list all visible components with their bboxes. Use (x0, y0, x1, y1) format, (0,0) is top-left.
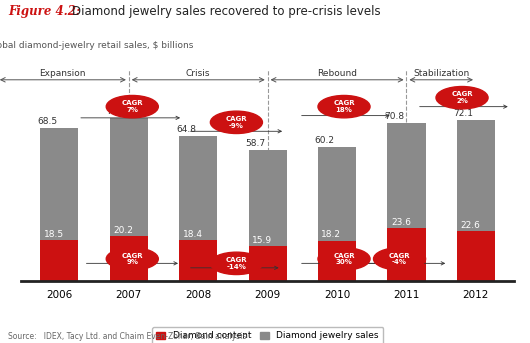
Bar (387, 123, 426, 228)
Text: CAGR
-4%: CAGR -4% (388, 253, 410, 265)
Bar (318, 240, 356, 281)
Bar (40, 128, 78, 240)
Legend: Diamond content, Diamond jewelry sales: Diamond content, Diamond jewelry sales (152, 327, 383, 343)
Bar (179, 240, 217, 281)
Ellipse shape (436, 86, 488, 109)
Text: CAGR
2%: CAGR 2% (451, 92, 473, 104)
Text: CAGR
30%: CAGR 30% (333, 253, 355, 265)
Bar (249, 150, 287, 246)
Text: CAGR
9%: CAGR 9% (121, 253, 143, 265)
Text: Rebound: Rebound (317, 69, 357, 78)
Text: Source:   IDEX, Tacy Ltd. and Chaim Even-Zohar; Bain analysis: Source: IDEX, Tacy Ltd. and Chaim Even-Z… (8, 332, 246, 341)
Text: Stabilization: Stabilization (413, 69, 470, 78)
Ellipse shape (318, 248, 370, 270)
Text: 60.2: 60.2 (315, 136, 335, 145)
Text: 68.5: 68.5 (37, 117, 57, 126)
Bar (110, 236, 148, 281)
Text: 72.1: 72.1 (454, 109, 474, 118)
Text: 18.5: 18.5 (44, 230, 64, 239)
Ellipse shape (106, 95, 158, 118)
Text: 73.1: 73.1 (107, 107, 127, 116)
Bar (40, 240, 78, 281)
Bar (110, 118, 148, 236)
Text: Diamond jewelry sales recovered to pre-crisis levels: Diamond jewelry sales recovered to pre-c… (72, 5, 380, 18)
Bar (249, 246, 287, 281)
Ellipse shape (374, 248, 426, 270)
Ellipse shape (318, 95, 370, 118)
Bar (457, 231, 495, 281)
Bar (387, 228, 426, 281)
Text: 58.7: 58.7 (245, 139, 266, 148)
Text: 15.9: 15.9 (252, 236, 272, 245)
Text: 18.4: 18.4 (183, 230, 202, 239)
Text: CAGR
-9%: CAGR -9% (226, 116, 247, 129)
Ellipse shape (210, 252, 262, 274)
Text: 64.8: 64.8 (176, 126, 196, 134)
Text: Global diamond-jewelry retail sales, $ billions: Global diamond-jewelry retail sales, $ b… (0, 41, 193, 50)
Text: 18.2: 18.2 (322, 230, 341, 239)
Bar (318, 146, 356, 240)
Text: 22.6: 22.6 (460, 221, 480, 229)
Text: CAGR
7%: CAGR 7% (121, 100, 143, 113)
Text: 70.8: 70.8 (384, 112, 404, 121)
Ellipse shape (210, 111, 262, 133)
Text: 20.2: 20.2 (113, 226, 133, 235)
Bar (179, 136, 217, 240)
Ellipse shape (106, 248, 158, 270)
Text: Figure 4.2:: Figure 4.2: (8, 5, 80, 18)
Text: CAGR
-14%: CAGR -14% (226, 257, 247, 270)
Text: CAGR
18%: CAGR 18% (333, 100, 355, 113)
Text: Expansion: Expansion (40, 69, 86, 78)
Text: Crisis: Crisis (186, 69, 210, 78)
Bar (457, 120, 495, 231)
Text: 23.6: 23.6 (391, 218, 411, 227)
